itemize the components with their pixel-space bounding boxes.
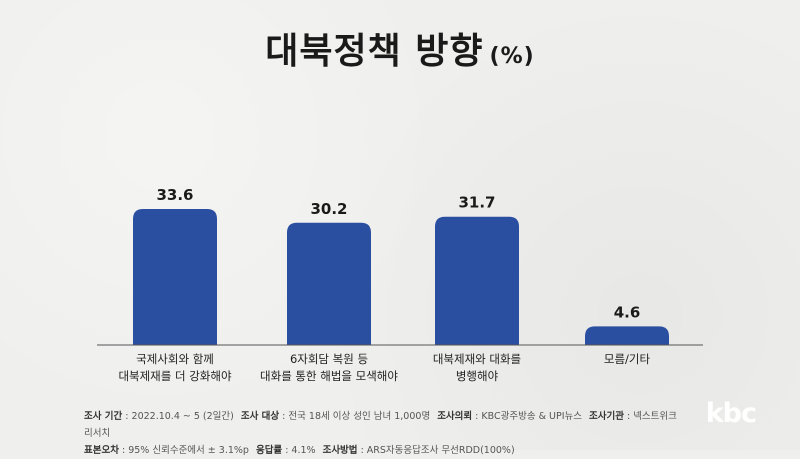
bar-1: [287, 222, 371, 345]
footer-item: 응답률 : 4.1%: [256, 445, 316, 456]
footer-item-label: 조사기관: [588, 411, 624, 422]
footer-item-label: 표본오차: [84, 445, 119, 456]
title-unit: (%): [489, 44, 535, 69]
footer-item-value: : 2022.10.4 ~ 5 (2일간): [122, 411, 234, 422]
value-label-1: 30.2: [310, 200, 347, 218]
category-label-0-1: 대북제재를 더 강화해야: [118, 369, 232, 383]
category-label-1-1: 대화를 통한 해법을 모색해야: [260, 369, 398, 383]
footer-item-label: 조사 기간: [84, 411, 123, 422]
value-label-3: 4.6: [614, 303, 641, 321]
chart-title: 대북정책 방향 (%): [0, 22, 800, 74]
footer-item: 조사방법 : ARS자동응답조사 무선RDD(100%): [323, 445, 515, 456]
footer-item-value: : ARS자동응답조사 무선RDD(100%): [357, 445, 515, 456]
title-text: 대북정책 방향: [265, 31, 484, 72]
bar-0: [133, 209, 217, 345]
category-label-0-0: 국제사회와 함께: [136, 352, 214, 366]
category-label-3-0: 모름/기타: [604, 352, 651, 366]
footer-item-label: 조사방법: [322, 445, 358, 456]
survey-footer: 조사 기간 : 2022.10.4 ~ 5 (2일간) 조사 대상 : 전국 18…: [84, 408, 684, 459]
bar-3: [585, 326, 669, 345]
footer-item: 표본오차 : 95% 신뢰수준에서 ± 3.1%p: [84, 445, 249, 456]
category-label-2-1: 병행해야: [456, 369, 499, 383]
footer-item-label: 응답률: [255, 445, 283, 456]
footer-item-value: : KBC광주방송 & UPI뉴스: [472, 411, 582, 422]
value-label-2: 31.7: [458, 194, 495, 212]
footer-row-2: 표본오차 : 95% 신뢰수준에서 ± 3.1%p 응답률 : 4.1% 조사방법 …: [84, 442, 684, 459]
footer-item: 조사의뢰 : KBC광주방송 & UPI뉴스: [437, 411, 582, 422]
footer-item: 조사 기간 : 2022.10.4 ~ 5 (2일간): [84, 411, 234, 422]
footer-item-label: 조사 대상: [240, 411, 280, 422]
footer-item-value: : 넥스트위크리서치: [84, 411, 677, 439]
footer-item: 조사기관 : 넥스트위크리서치: [84, 411, 677, 439]
footer-item-value: : 95% 신뢰수준에서 ± 3.1%p: [118, 445, 249, 456]
footer-item-label: 조사의뢰: [437, 411, 473, 422]
bar-2: [435, 216, 519, 345]
footer-item-value: : 4.1%: [282, 445, 316, 456]
category-label-1-0: 6자회담 복원 등: [290, 352, 368, 366]
footer-item: 조사 대상 : 전국 18세 이상 성인 남녀 1,000명: [241, 411, 430, 422]
category-label-2-0: 대북제재와 대화를: [433, 352, 521, 366]
footer-item-value: : 전국 18세 이상 성인 남녀 1,000명: [279, 411, 431, 422]
footer-row-1: 조사 기간 : 2022.10.4 ~ 5 (2일간) 조사 대상 : 전국 18…: [84, 408, 684, 442]
value-label-0: 33.6: [156, 186, 193, 204]
kbc-logo: kbc: [705, 398, 757, 429]
